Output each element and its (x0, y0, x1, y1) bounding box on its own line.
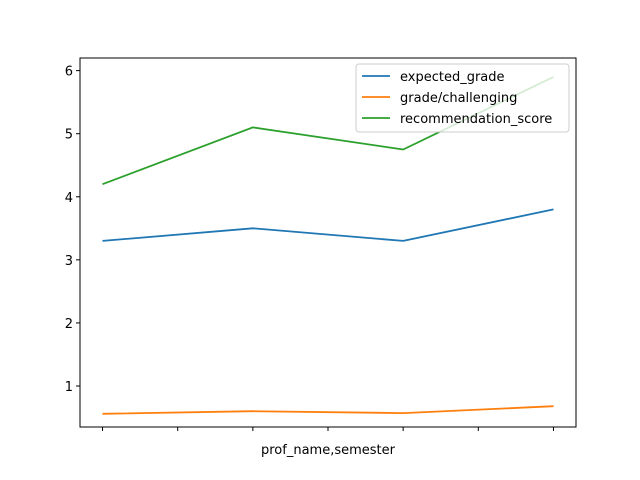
series-line-0 (102, 208, 554, 242)
x-axis (102, 427, 554, 431)
y-axis: 1 2 3 4 5 6 (65, 65, 80, 395)
y-tick-label: 3 (65, 254, 73, 269)
y-tick-label: 1 (65, 380, 73, 395)
legend-label: expected_grade (400, 70, 505, 85)
y-tick-label: 5 (65, 128, 73, 143)
series-line-1 (102, 405, 554, 415)
legend-label: grade/challenging (400, 91, 517, 106)
legend: expected_grade grade/challenging recommend… (355, 63, 570, 133)
legend-frame (355, 63, 570, 133)
x-axis-label: prof_name,semester (261, 443, 396, 458)
legend-label: recommendation_score (400, 112, 552, 127)
y-tick-label: 2 (65, 317, 73, 332)
y-tick-label: 4 (65, 191, 73, 206)
y-tick-label: 6 (65, 65, 73, 80)
